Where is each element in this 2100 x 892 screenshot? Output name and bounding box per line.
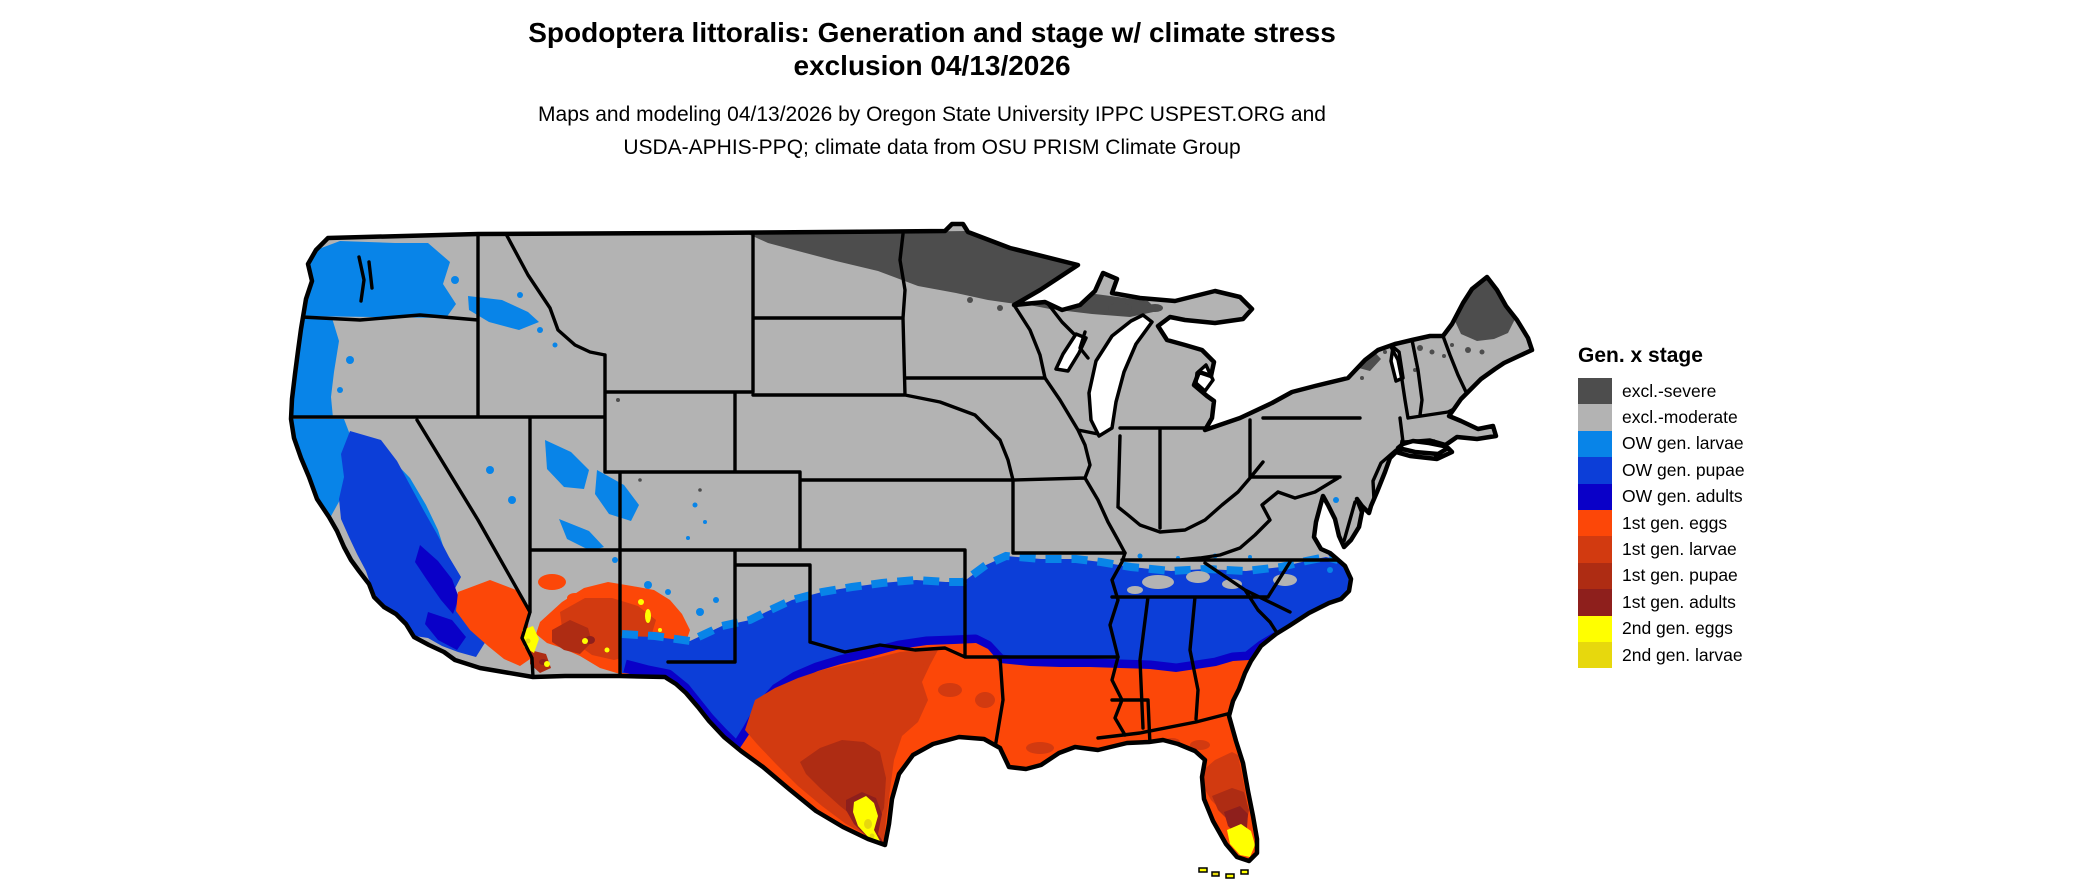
legend: Gen. x stage excl.-severe excl.-moderate… xyxy=(1578,344,1745,669)
region-ow-larvae-utah3 xyxy=(559,519,604,551)
florida-keys xyxy=(1198,867,1249,879)
ow-larvae-specks xyxy=(337,276,1252,616)
legend-item: 2nd gen. eggs xyxy=(1578,615,1745,642)
legend-item: 1st gen. larvae xyxy=(1578,536,1745,563)
lake-michigan xyxy=(1087,313,1154,438)
legend-title: Gen. x stage xyxy=(1578,344,1703,367)
legend-label: 2nd gen. eggs xyxy=(1622,618,1733,639)
map-title-line1: Spodoptera littoralis: Generation and st… xyxy=(528,17,1336,48)
legend-item: 1st gen. adults xyxy=(1578,589,1745,616)
legend-label: 1st gen. larvae xyxy=(1622,539,1737,560)
legend-item: 1st gen. pupae xyxy=(1578,562,1745,590)
band-gray-pockets xyxy=(1127,571,1297,594)
legend-item: excl.-severe xyxy=(1578,378,1745,405)
attribution-block: Maps and modeling 04/13/2026 by Oregon S… xyxy=(0,98,1864,164)
fringe-ow-larvae-band-top xyxy=(621,551,1339,646)
region-1st-pupae-az xyxy=(552,620,592,654)
legend-label: 1st gen. adults xyxy=(1622,591,1736,612)
legend-item: OW gen. larvae xyxy=(1578,430,1745,458)
legend-item: OW gen. adults xyxy=(1578,483,1745,510)
legend-swatch xyxy=(1578,589,1612,616)
legend-swatch xyxy=(1578,536,1612,563)
region-ow-larvae-nca-coast xyxy=(291,419,352,518)
region-ow-larvae-utah2 xyxy=(595,470,639,521)
legend-label: OW gen. adults xyxy=(1622,486,1743,507)
legend-label: OW gen. pupae xyxy=(1622,459,1745,480)
legend-label: excl.-severe xyxy=(1622,380,1717,401)
legend-swatch xyxy=(1578,615,1612,642)
region-1st-eggs-snv xyxy=(538,574,566,590)
nfl-red-spot1 xyxy=(1190,740,1210,750)
legend-swatch xyxy=(1578,378,1612,405)
region-2nd-eggs-florida-tip xyxy=(1227,824,1255,857)
region-1st-eggs-snv2 xyxy=(567,593,583,603)
legend-label: excl.-moderate xyxy=(1622,407,1738,428)
region-2nd-larvae-texas xyxy=(864,819,872,829)
legend-item: OW gen. pupae xyxy=(1578,457,1745,484)
legend-label: 1st gen. eggs xyxy=(1622,512,1728,533)
region-2nd-eggs-texas-tip xyxy=(853,796,880,841)
legend-item: excl.-moderate xyxy=(1578,404,1745,431)
legend-swatch xyxy=(1578,641,1612,669)
legend-label: 1st gen. pupae xyxy=(1622,565,1738,586)
region-ow-larvae-utah1 xyxy=(545,440,589,489)
green-bay xyxy=(1054,332,1088,373)
legend-swatch xyxy=(1578,562,1612,590)
legend-swatch xyxy=(1578,404,1612,431)
state-borders xyxy=(291,232,1468,750)
region-ow-adults-ca2 xyxy=(425,612,466,650)
map-title-line2: exclusion 04/13/2026 xyxy=(793,50,1071,81)
legend-item: 1st gen. eggs xyxy=(1578,509,1745,537)
region-ow-pupae-south-band xyxy=(620,556,1351,748)
title-block: Spodoptera littoralis: Generation and st… xyxy=(0,16,1864,164)
legend-swatch xyxy=(1578,457,1612,484)
attribution-line1: Maps and modeling 04/13/2026 by Oregon S… xyxy=(538,103,1326,126)
excl-severe-specks xyxy=(616,297,1163,492)
region-1st-eggs-mojave xyxy=(456,580,533,666)
texas-hillcountry-red-spots xyxy=(851,662,1054,754)
region-2nd-larvae-texas2 xyxy=(869,833,875,839)
legend-label: 2nd gen. larvae xyxy=(1622,644,1743,665)
legend-label: OW gen. larvae xyxy=(1622,433,1744,454)
legend-swatch xyxy=(1578,483,1612,510)
legend-item: 2nd gen. larvae xyxy=(1578,641,1745,669)
legend-swatch xyxy=(1578,430,1612,458)
region-ow-adults-ca1 xyxy=(415,545,459,614)
attribution-line2: USDA-APHIS-PPQ; climate data from OSU PR… xyxy=(623,136,1241,159)
region-ow-larvae-or-coast xyxy=(291,317,339,418)
puget-sound-lines xyxy=(357,255,374,303)
legend-swatch xyxy=(1578,509,1612,537)
region-ow-larvae-west-wa xyxy=(302,241,456,318)
region-ow-larvae-east-wa xyxy=(468,296,539,330)
region-excl-severe-north xyxy=(748,231,1078,304)
